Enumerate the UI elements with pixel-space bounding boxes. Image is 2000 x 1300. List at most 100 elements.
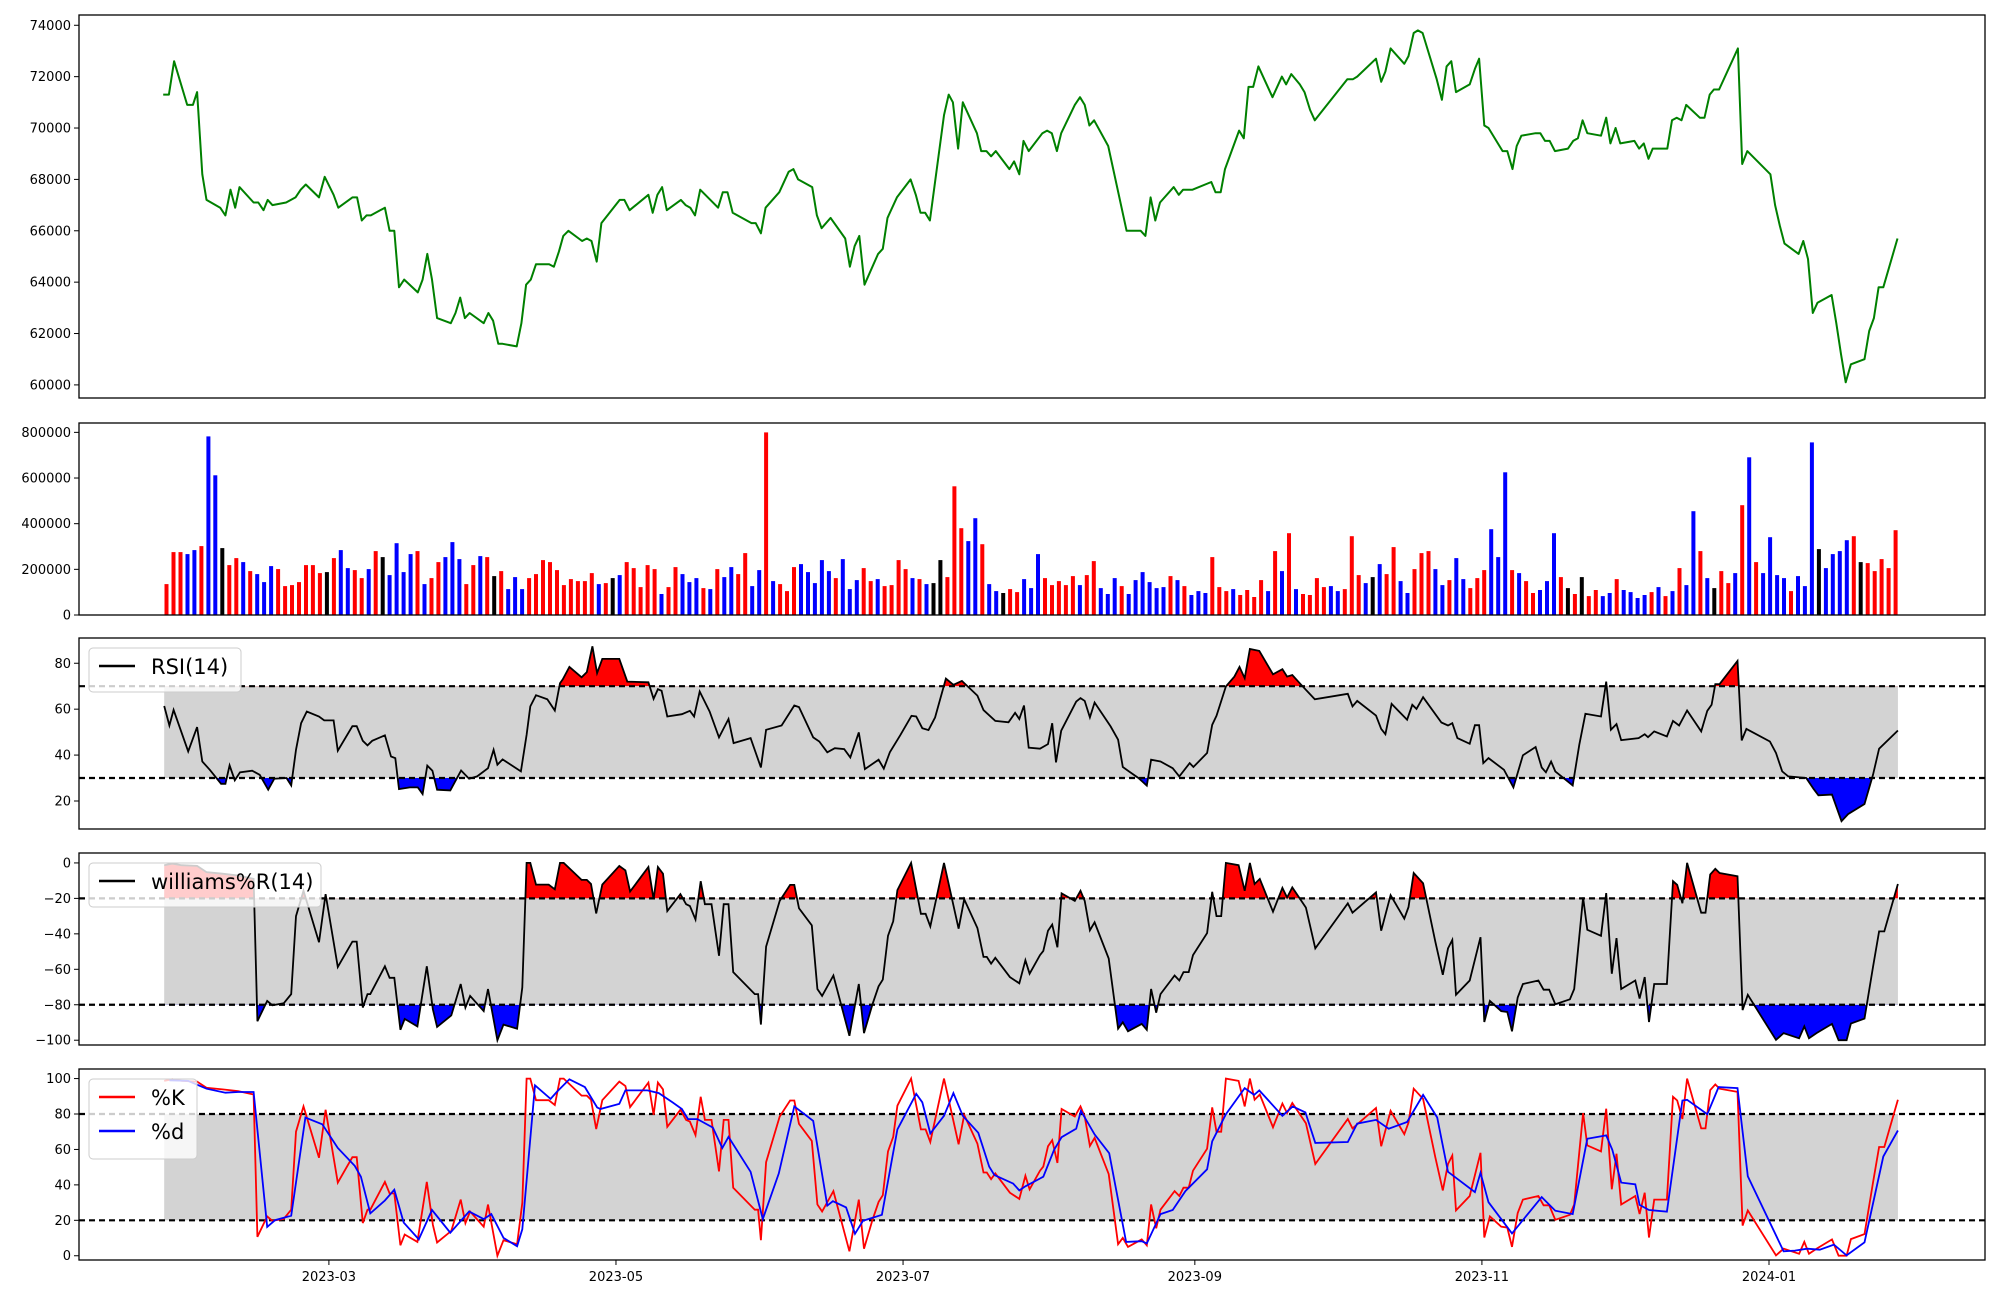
volume-bar (1231, 589, 1236, 615)
y-tick-label: 74000 (30, 19, 71, 34)
volume-bar (1419, 553, 1424, 615)
y-tick-label: 62000 (30, 327, 71, 342)
legend-label: williams%R(14) (151, 870, 313, 894)
volume-bar (436, 562, 441, 615)
axes-frame (78, 852, 1986, 1046)
volume-bar (185, 554, 190, 615)
volume-bar (1726, 583, 1731, 615)
volume-bar (1538, 590, 1542, 615)
volume-bar (819, 560, 824, 615)
volume-bar (1663, 596, 1668, 615)
volume-bar (1607, 593, 1612, 615)
volume-bar (192, 550, 197, 615)
volume-bar (534, 574, 538, 615)
volume-bar (241, 562, 246, 615)
volume-bar (450, 542, 455, 615)
overbought-fill (164, 646, 1898, 687)
volume-bar (694, 578, 699, 615)
volume-bar (1182, 586, 1187, 615)
volume-bar (771, 581, 776, 615)
legend-box (88, 1078, 198, 1160)
volume-bar (227, 565, 232, 615)
volume-bar (1635, 598, 1640, 615)
volume-bar (1398, 581, 1403, 615)
volume-bar (366, 569, 371, 615)
volume-bar (373, 551, 378, 615)
legend-box (88, 647, 242, 693)
volume-bar (527, 578, 532, 615)
volume-bar (513, 577, 518, 615)
volume-bar (617, 575, 622, 615)
volume-bar (464, 584, 469, 615)
volume-bar (736, 574, 741, 615)
volume-bar (1349, 536, 1354, 615)
volume-bar (1321, 587, 1326, 615)
volume-bar (1266, 591, 1271, 615)
volume-bar (234, 558, 239, 615)
volume-bar (290, 585, 294, 615)
volume-bar (882, 586, 887, 615)
volume-bar (917, 579, 922, 615)
volume-bar (1335, 591, 1340, 615)
volume-bar (1370, 577, 1375, 615)
volume-bar (1503, 472, 1508, 615)
y-tick-label: 80 (54, 1108, 71, 1123)
volume-bar (631, 568, 636, 615)
volume-bar (1593, 590, 1598, 615)
volume-bar (387, 575, 392, 615)
volume-bar (826, 571, 831, 615)
volume-bar (610, 578, 615, 615)
volume-bar (1203, 593, 1208, 615)
volume-bar (1684, 585, 1689, 615)
volume-bar (1698, 551, 1703, 615)
neutral-band (164, 686, 1898, 779)
volume-bar (443, 557, 448, 615)
volume-bar (1475, 578, 1480, 615)
volume-bar (206, 436, 211, 615)
y-tick-label: 66000 (30, 224, 71, 239)
volume-bar (415, 551, 420, 615)
volume-bar (659, 594, 664, 615)
volume-bar (1433, 569, 1438, 615)
volume-bar (589, 573, 594, 615)
legend-box (88, 862, 322, 908)
volume-bar (952, 486, 957, 615)
volume-bar (213, 475, 218, 615)
close-price-line (163, 29, 1899, 384)
volume-bar (171, 552, 176, 615)
volume-bar (1224, 591, 1229, 615)
volume-bar (959, 528, 964, 615)
volume-bar (338, 550, 343, 615)
volume-bar (1175, 580, 1180, 615)
volume-bar (840, 559, 845, 615)
volume-bar (1649, 592, 1654, 615)
volume-bar (1579, 577, 1584, 615)
volume-bar (764, 432, 769, 615)
y-tick-label: 600000 (21, 472, 71, 487)
volume-bar (506, 589, 511, 615)
x-tick-label: 2023-03 (302, 1270, 356, 1285)
williams-r-panel: williams%R(14) 0 −20 −40 −60 −80 −100 (35, 852, 1986, 1049)
volume-bar (1105, 594, 1110, 615)
volume-bar (1301, 594, 1305, 615)
volume-bar (1782, 578, 1786, 615)
volume-bar (1531, 593, 1535, 615)
volume-bar (687, 582, 692, 615)
volume-bar (812, 583, 817, 615)
volume-bar (1252, 597, 1257, 615)
volume-bar (931, 583, 936, 615)
volume-bar (701, 588, 706, 615)
volume-bar (903, 569, 908, 615)
volume-bar (1468, 588, 1473, 615)
volume-bar (297, 582, 301, 615)
volume-bar (1245, 590, 1250, 615)
volume-bar (408, 554, 413, 615)
volume-bar (1572, 594, 1577, 615)
volume-bar (582, 581, 587, 615)
volume-bar (1259, 580, 1264, 615)
volume-bar (743, 553, 748, 615)
volume-bar (1705, 578, 1710, 615)
volume-bar (1015, 592, 1020, 615)
y-tick-label: 80 (54, 657, 71, 672)
